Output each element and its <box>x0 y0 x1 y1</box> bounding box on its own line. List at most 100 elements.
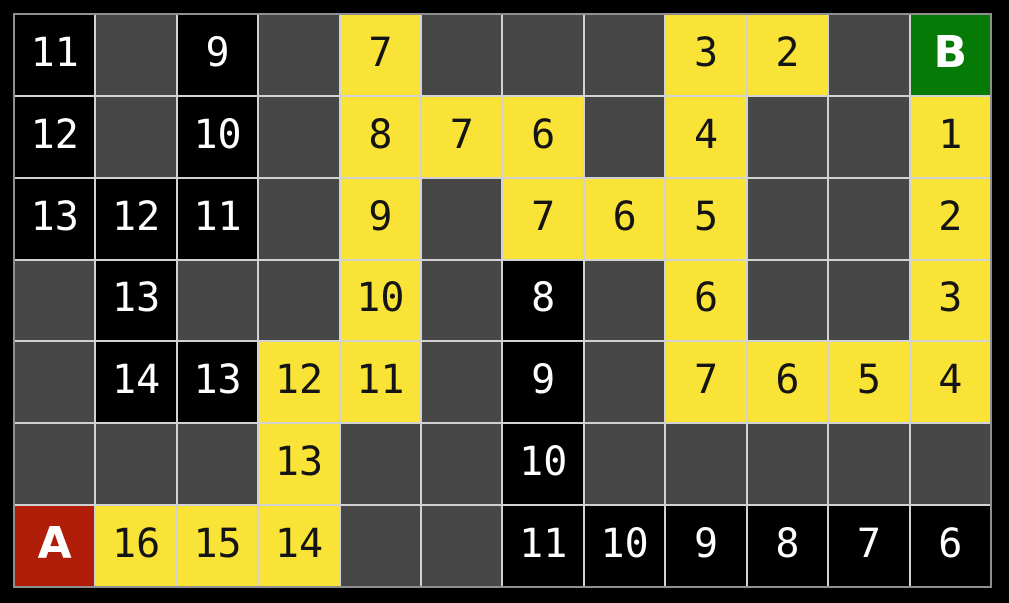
grid-cell-r3c4: 10 <box>340 260 421 341</box>
cell-label: 7 <box>856 521 881 568</box>
cell-label: 2 <box>775 29 800 76</box>
grid-cell-r6c5 <box>422 506 502 586</box>
grid-cell-r5c3: 13 <box>259 424 339 505</box>
grid-cell-r3c9 <box>747 260 828 341</box>
grid-cell-r0c10 <box>829 15 909 95</box>
grid-cell-r2c9 <box>747 178 828 259</box>
grid-cell-r5c2 <box>177 424 258 505</box>
grid-cell-r6c2: 15 <box>177 506 258 586</box>
cell-label: 12 <box>30 111 79 158</box>
grid-cell-r3c6: 8 <box>503 260 583 341</box>
grid-cell-r6c7: 10 <box>584 506 665 586</box>
cell-label: 7 <box>531 193 556 240</box>
grid-cell-r3c2 <box>177 260 258 341</box>
cell-label: 11 <box>193 193 242 240</box>
cell-label: A <box>37 518 72 570</box>
cell-label: 11 <box>356 357 405 404</box>
cell-label: 6 <box>938 521 963 568</box>
grid-cell-r1c0: 12 <box>15 96 95 177</box>
grid-cell-r4c2: 13 <box>177 342 258 423</box>
grid-cell-r0c6 <box>503 15 583 95</box>
grid-cell-r4c1: 14 <box>96 342 176 423</box>
cell-label: 10 <box>356 275 405 322</box>
grid-cell-r3c8: 6 <box>666 260 746 341</box>
grid-cell-r3c5 <box>422 260 502 341</box>
grid-cell-r5c7 <box>584 424 665 505</box>
grid-cell-r4c6: 9 <box>503 342 583 423</box>
grid-cell-r6c9: 8 <box>747 506 828 586</box>
grid-cell-r5c5 <box>422 424 502 505</box>
grid-cell-r2c6: 7 <box>503 178 583 259</box>
grid-cell-r2c3 <box>259 178 339 259</box>
cell-label: 5 <box>693 193 719 240</box>
grid-cell-r2c0: 13 <box>15 178 95 259</box>
cell-label: 8 <box>531 275 556 322</box>
grid-cell-r5c11 <box>910 424 990 505</box>
cell-label: 9 <box>531 357 556 404</box>
cell-label: 10 <box>519 439 568 486</box>
grid-cell-r1c1 <box>96 96 176 177</box>
grid-cell-r5c6: 10 <box>503 424 583 505</box>
cell-label: 2 <box>938 193 963 240</box>
cell-label: 7 <box>449 111 474 158</box>
grid-cell-r6c11: 6 <box>910 506 990 586</box>
cell-label: 9 <box>205 29 230 76</box>
grid-cell-r3c0 <box>15 260 95 341</box>
grid-cell-r1c3 <box>259 96 339 177</box>
grid-cell-r1c7 <box>584 96 665 177</box>
cell-label: 11 <box>519 521 568 568</box>
grid-cell-r0c8: 3 <box>666 15 746 95</box>
grid-cell-r4c10: 5 <box>829 342 909 423</box>
grid-cell-r5c0 <box>15 424 95 505</box>
cell-label: B <box>933 26 968 78</box>
grid-cell-r6c10: 7 <box>829 506 909 586</box>
grid-cell-r4c7 <box>584 342 665 423</box>
grid-cell-r0c0: 11 <box>15 15 95 95</box>
cell-label: 16 <box>112 521 161 568</box>
grid-cell-r6c4 <box>340 506 421 586</box>
grid-cell-r0c2: 9 <box>177 15 258 95</box>
cell-label: 14 <box>274 521 324 568</box>
grid-cell-r5c9 <box>747 424 828 505</box>
grid-cell-r2c1: 12 <box>96 178 176 259</box>
cell-label: 10 <box>193 111 242 158</box>
grid-cell-r3c10 <box>829 260 909 341</box>
cell-label: 7 <box>693 357 719 404</box>
grid: 11 9 7 3 2 B 12 10 8 7 6 4 1 13 12 11 9 7 6 5 2 13 10 8 6 3 14 13 12… <box>13 13 992 588</box>
grid-cell-r5c1 <box>96 424 176 505</box>
grid-cell-r1c5: 7 <box>422 96 502 177</box>
grid-cell-r0c5 <box>422 15 502 95</box>
grid-cell-r3c7 <box>584 260 665 341</box>
cell-label: 6 <box>531 111 556 158</box>
cell-label: 13 <box>112 275 161 322</box>
cell-label: 9 <box>368 193 393 240</box>
grid-cell-r5c4 <box>340 424 421 505</box>
grid-cell-r3c3 <box>259 260 339 341</box>
grid-cell-r1c6: 6 <box>503 96 583 177</box>
grid-cell-r5c10 <box>829 424 909 505</box>
grid-cell-r2c2: 11 <box>177 178 258 259</box>
cell-label: 5 <box>856 357 881 404</box>
start-cell-a: A <box>15 506 95 586</box>
grid-cell-r2c4: 9 <box>340 178 421 259</box>
cell-label: 12 <box>112 193 161 240</box>
grid-cell-r0c1 <box>96 15 176 95</box>
cell-label: 13 <box>30 193 79 240</box>
grid-cell-r4c8: 7 <box>666 342 746 423</box>
grid-cell-r4c4: 11 <box>340 342 421 423</box>
cell-label: 13 <box>274 439 324 486</box>
cell-label: 4 <box>938 357 963 404</box>
grid-cell-r1c8: 4 <box>666 96 746 177</box>
grid-cell-r2c5 <box>422 178 502 259</box>
cell-label: 1 <box>938 111 963 158</box>
grid-cell-r0c3 <box>259 15 339 95</box>
grid-cell-r1c4: 8 <box>340 96 421 177</box>
grid-cell-r6c6: 11 <box>503 506 583 586</box>
grid-cell-r1c9 <box>747 96 828 177</box>
cell-label: 14 <box>112 357 161 404</box>
cell-label: 3 <box>693 29 719 76</box>
grid-cell-r5c8 <box>666 424 746 505</box>
cell-label: 4 <box>693 111 719 158</box>
grid-cell-r0c4: 7 <box>340 15 421 95</box>
